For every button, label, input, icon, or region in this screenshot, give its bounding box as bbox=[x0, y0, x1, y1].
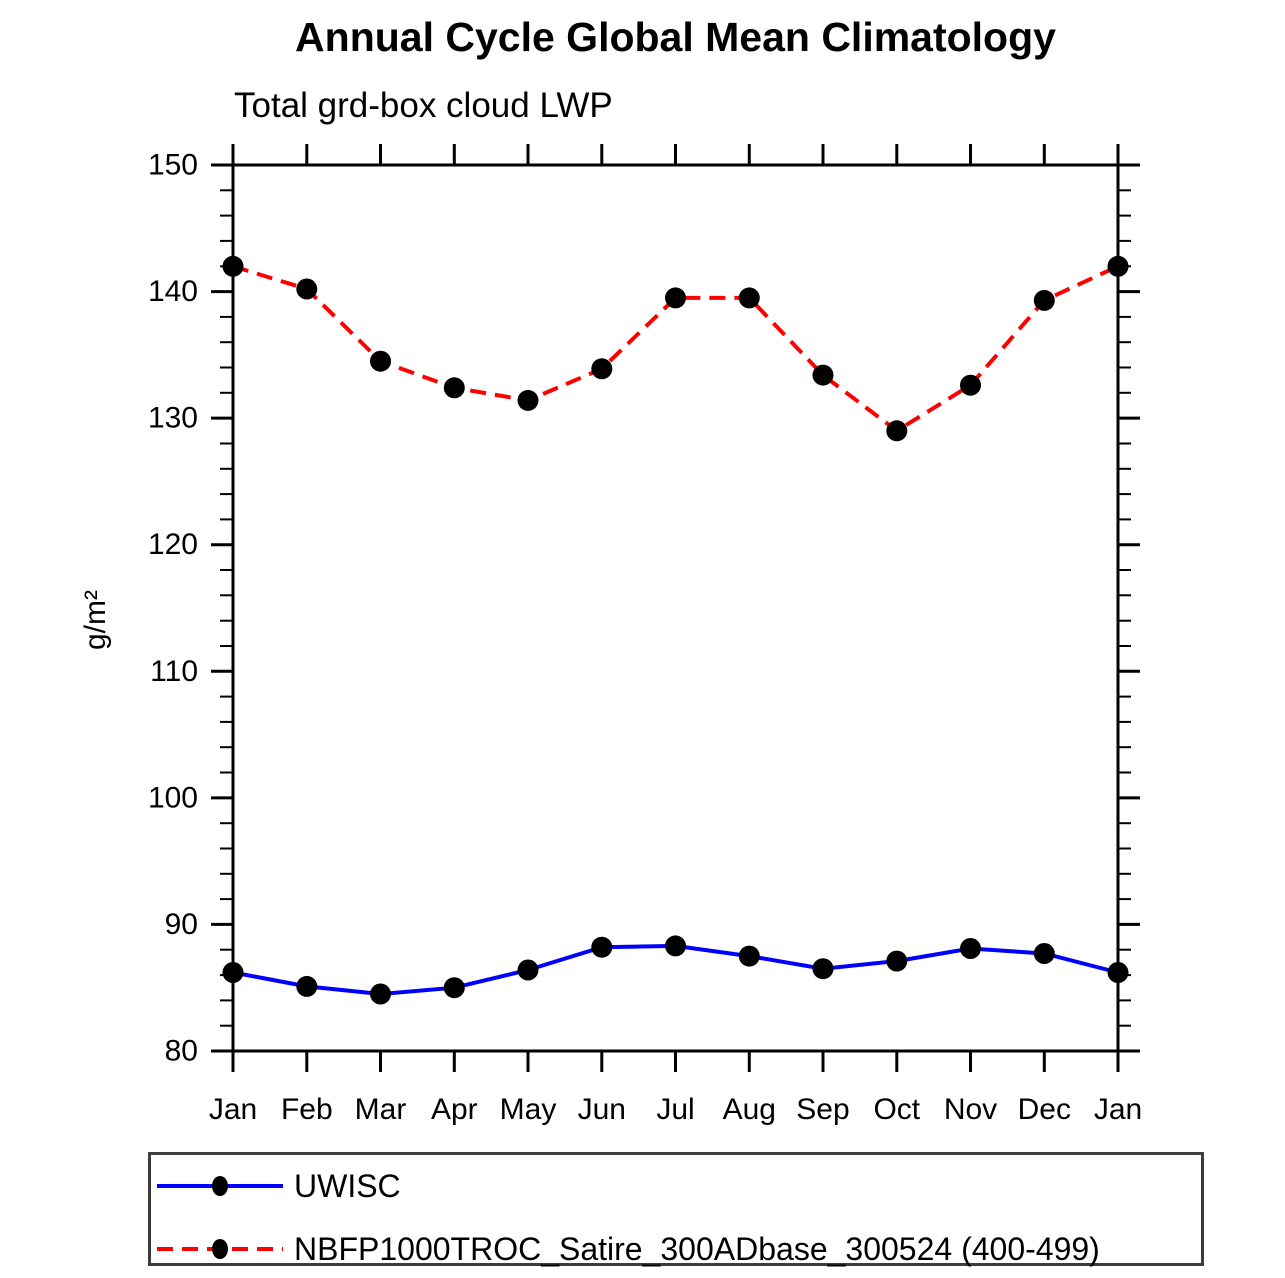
series-0-point-11 bbox=[1033, 943, 1055, 964]
x-tick-label: Apr bbox=[431, 1093, 478, 1126]
x-tick-label: Sep bbox=[796, 1093, 849, 1126]
series-0-point-8 bbox=[812, 958, 834, 980]
x-tick-label: Nov bbox=[944, 1093, 997, 1126]
legend-marker-icon bbox=[212, 1176, 228, 1196]
x-tick-label: Jun bbox=[578, 1093, 626, 1126]
legend-box: UWISC NBFP1000TROC_Satire_300ADbase_3005… bbox=[148, 1152, 1204, 1269]
series-1-point-11 bbox=[1033, 289, 1055, 311]
plot-area: 80 90 100 110 120 130 140 150 Jan Feb Mar Apr May Jun… bbox=[148, 144, 1142, 1126]
y-tick-label: 150 bbox=[148, 149, 198, 182]
legend-item-nbfp: NBFP1000TROC_Satire_300ADbase_300524 (40… bbox=[154, 1229, 1100, 1269]
y-tick-label: 100 bbox=[148, 781, 198, 814]
x-tick-label: Dec bbox=[1018, 1093, 1071, 1126]
chart-subtitle: Total grd-box cloud LWP bbox=[234, 86, 613, 125]
series-1-point-0 bbox=[222, 255, 244, 277]
chart-title: Annual Cycle Global Mean Climatology bbox=[295, 14, 1056, 60]
legend-swatch-dashed bbox=[157, 1239, 283, 1259]
series-1-point-4 bbox=[517, 389, 539, 411]
x-tick-label: Mar bbox=[355, 1093, 407, 1126]
x-tick-label: Jul bbox=[656, 1093, 694, 1126]
legend-item-uwisc: UWISC bbox=[154, 1166, 401, 1206]
y-tick-label: 90 bbox=[165, 908, 198, 941]
legend-label: NBFP1000TROC_Satire_300ADbase_300524 (40… bbox=[294, 1230, 1100, 1267]
series-1-point-1 bbox=[296, 278, 318, 300]
series-0-point-4 bbox=[517, 959, 539, 981]
series-0-point-10 bbox=[960, 938, 981, 959]
series-1-point-3 bbox=[443, 377, 465, 399]
series-0-point-9 bbox=[886, 950, 908, 972]
x-tick-label: Jan bbox=[209, 1093, 257, 1126]
series-0-point-3 bbox=[443, 977, 465, 999]
series-0-point-0 bbox=[222, 962, 244, 983]
y-tick-label: 130 bbox=[148, 402, 198, 435]
y-tick-label: 80 bbox=[165, 1035, 198, 1068]
series-0-point-7 bbox=[738, 945, 760, 967]
x-tick-label: Jan bbox=[1094, 1093, 1142, 1126]
x-tick-label: May bbox=[500, 1093, 557, 1126]
legend-label: UWISC bbox=[294, 1167, 401, 1204]
y-tick-label: 110 bbox=[150, 655, 198, 688]
series-1-point-10 bbox=[960, 374, 981, 396]
series-1-point-9 bbox=[886, 420, 908, 442]
series-1-point-5 bbox=[591, 358, 613, 380]
series-0-point-1 bbox=[296, 975, 318, 997]
series-0-point-5 bbox=[591, 936, 613, 958]
x-tick-label: Feb bbox=[281, 1093, 333, 1126]
series-1-point-12 bbox=[1107, 255, 1129, 277]
series-1-point-7 bbox=[738, 287, 760, 309]
series-0-point-2 bbox=[370, 983, 391, 1005]
legend-swatch-solid bbox=[157, 1176, 283, 1196]
series-1-point-8 bbox=[812, 364, 834, 386]
series-0-point-12 bbox=[1107, 962, 1129, 983]
series-1-point-6 bbox=[665, 287, 686, 309]
legend-marker-icon bbox=[212, 1239, 228, 1259]
series-0-point-6 bbox=[665, 935, 686, 957]
series-1-point-2 bbox=[370, 350, 391, 372]
y-tick-label: 140 bbox=[148, 275, 198, 308]
x-tick-label: Oct bbox=[873, 1093, 920, 1126]
x-tick-label: Aug bbox=[723, 1093, 776, 1126]
y-tick-label: 120 bbox=[148, 528, 198, 561]
